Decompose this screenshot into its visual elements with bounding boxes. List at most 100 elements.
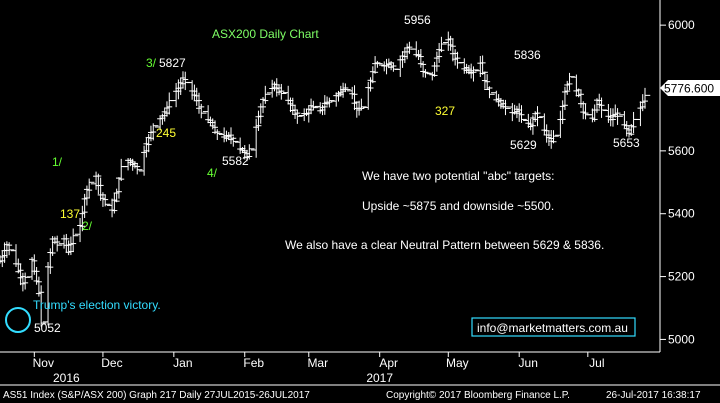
- price-bar: [260, 85, 271, 104]
- y-tick-label: 5200: [668, 270, 695, 284]
- x-tick-label: Feb: [243, 356, 264, 370]
- price-bar: [234, 137, 246, 154]
- price-bar: [131, 163, 143, 175]
- y-tick-label: 5400: [668, 207, 695, 221]
- price-bar: [557, 100, 568, 125]
- price-bar: [250, 118, 262, 158]
- price-bar: [369, 56, 381, 74]
- price-bar: [543, 131, 555, 146]
- price-bars: [0, 31, 651, 327]
- price-bar: [15, 263, 26, 286]
- price-bar: [468, 66, 479, 82]
- contact-email: info@marketmatters.com.au: [477, 321, 628, 335]
- election-marker-circle: [5, 307, 31, 333]
- price-bar: [539, 113, 550, 136]
- price-bar: [497, 99, 509, 109]
- price-bar: [529, 111, 541, 123]
- price-bar: [575, 89, 587, 108]
- y-tick-label: 5000: [668, 332, 695, 346]
- price-bar: [159, 108, 170, 122]
- price-bar: [571, 74, 582, 97]
- price-bar: [196, 103, 207, 119]
- price-bar: [577, 101, 589, 120]
- price-bar: [516, 105, 527, 123]
- price-bar: [303, 105, 315, 123]
- price-label-5653: 5653: [613, 136, 640, 150]
- count-label-327: 327: [435, 104, 455, 118]
- price-bar: [477, 55, 488, 75]
- price-bar: [177, 71, 189, 89]
- price-bar: [365, 77, 376, 92]
- price-bar: [3, 242, 15, 256]
- price-bar: [186, 80, 198, 100]
- price-bar: [202, 105, 214, 124]
- wave-label-2: 2/: [82, 219, 93, 233]
- price-label-5836: 5836: [514, 48, 541, 62]
- price-bar: [83, 178, 95, 198]
- price-bar: [340, 83, 351, 93]
- price-bar: [163, 92, 175, 115]
- price-bar: [161, 101, 173, 117]
- x-tick-label: Jun: [519, 356, 538, 370]
- last-value-label: 5776.600: [664, 82, 714, 96]
- price-bar: [564, 72, 575, 91]
- price-bar: [351, 101, 363, 118]
- price-bar: [346, 86, 358, 100]
- price-bar: [292, 109, 303, 124]
- price-bar: [555, 110, 566, 138]
- price-bar: [610, 104, 621, 118]
- price-bar: [109, 193, 120, 214]
- price-bar: [445, 35, 456, 51]
- axis-ticks: 500052005400560058006000NovDecJanFebMarA…: [33, 18, 695, 385]
- price-bar: [484, 86, 495, 99]
- price-bar: [433, 42, 445, 63]
- price-bar: [349, 85, 360, 111]
- price-bar: [51, 235, 63, 252]
- price-bar: [415, 49, 427, 68]
- price-bar: [619, 111, 630, 128]
- price-bar: [511, 105, 523, 119]
- price-bar: [532, 106, 543, 127]
- price-bar: [157, 113, 168, 125]
- price-bar: [282, 85, 294, 105]
- price-bar: [17, 272, 29, 292]
- price-bar: [395, 55, 406, 77]
- price-bar: [244, 144, 255, 160]
- price-bar: [289, 104, 301, 119]
- price-bar: [111, 188, 122, 203]
- commentary-line-1: We have two potential "abc" targets:: [362, 169, 554, 183]
- price-bar: [170, 82, 182, 108]
- price-bar: [253, 110, 264, 132]
- price-bar: [113, 177, 125, 199]
- price-bar: [115, 158, 127, 181]
- price-bar: [26, 257, 38, 280]
- price-bar: [205, 116, 216, 126]
- price-bar: [443, 31, 454, 51]
- price-bar: [541, 124, 552, 143]
- chart-title: ASX200 Daily Chart: [212, 27, 319, 41]
- price-bar: [95, 177, 106, 201]
- price-bar: [381, 58, 392, 75]
- price-bar: [507, 103, 518, 122]
- price-bar: [559, 86, 571, 111]
- price-bar: [212, 129, 223, 141]
- commentary-line-3: We also have a clear Neutral Pattern bet…: [285, 238, 604, 252]
- price-bar: [548, 130, 559, 144]
- price-bar: [218, 127, 230, 143]
- price-bar: [90, 171, 102, 190]
- price-bar: [612, 108, 623, 125]
- x-tick-label: Jul: [589, 356, 604, 370]
- price-bar: [147, 123, 159, 141]
- price-bar: [228, 136, 239, 147]
- count-label-137: 137: [60, 207, 80, 221]
- x-year-label: 2016: [53, 371, 80, 385]
- price-bar: [459, 58, 470, 74]
- price-bar: [308, 100, 319, 111]
- price-bar: [79, 193, 90, 218]
- footer-right: 26-Jul-2017 16:38:17: [606, 390, 701, 401]
- wave-label-1: 1/: [52, 155, 63, 169]
- price-bar: [431, 51, 443, 72]
- footer-center: Copyright© 2017 Bloomberg Finance L.P.: [386, 390, 570, 401]
- price-bar: [452, 51, 463, 69]
- price-bar: [305, 98, 317, 115]
